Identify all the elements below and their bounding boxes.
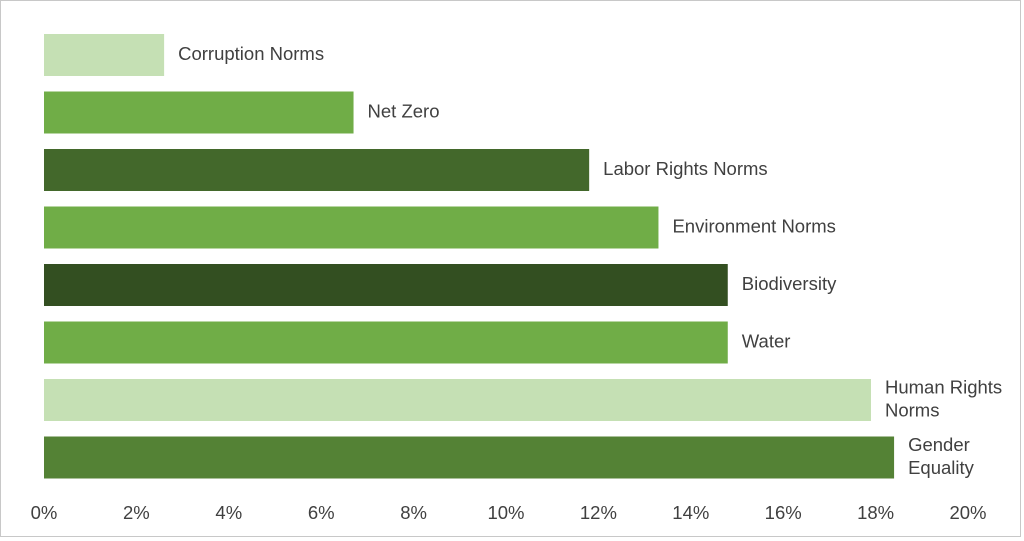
category-label-line: Equality [908,457,975,478]
x-tick-label: 16% [765,502,802,523]
x-tick-label: 10% [487,502,524,523]
category-label-line: Net Zero [368,100,440,121]
category-label-line: Labor Rights Norms [603,158,768,179]
x-tick-label: 20% [949,502,986,523]
bar-net-zero [44,91,354,134]
category-label-line: Environment Norms [672,215,835,236]
bar-gender-equality [44,436,895,479]
x-axis-ticks: 0% 2% 4% 6% 8% 10% 12% 14% 16% 18% 20% [31,502,987,523]
x-tick-label: 18% [857,502,894,523]
category-label-line: Gender [908,434,970,455]
bar-water [44,321,728,364]
x-tick-label: 12% [580,502,617,523]
category-label-line: Norms [885,399,939,420]
bar-biodiversity [44,264,728,306]
x-tick-label: 0% [31,502,58,523]
x-tick-label: 6% [308,502,335,523]
category-label: Biodiversity [742,273,837,294]
category-label: Labor Rights Norms [603,158,768,179]
category-label: Water [742,330,791,351]
category-label-line: Human Rights [885,376,1002,397]
category-label: Net Zero [368,100,440,121]
x-tick-label: 4% [215,502,242,523]
category-label: Environment Norms [672,215,835,236]
x-tick-label: 8% [400,502,427,523]
bars-layer [44,34,895,479]
x-tick-label: 14% [672,502,709,523]
category-label: Gender Equality [908,434,975,478]
category-labels: Corruption Norms Net Zero Labor Rights Nor… [178,43,1002,478]
bar-corruption-norms [44,34,165,76]
x-tick-label: 2% [123,502,150,523]
bar-labor-rights-norms [44,149,590,191]
category-label-line: Biodiversity [742,273,837,294]
category-label-line: Corruption Norms [178,43,324,64]
bar-human-rights-norms [44,379,871,421]
category-label: Corruption Norms [178,43,324,64]
category-label-line: Water [742,330,791,351]
category-label: Human Rights Norms [885,376,1002,420]
bar-environment-norms [44,206,659,249]
